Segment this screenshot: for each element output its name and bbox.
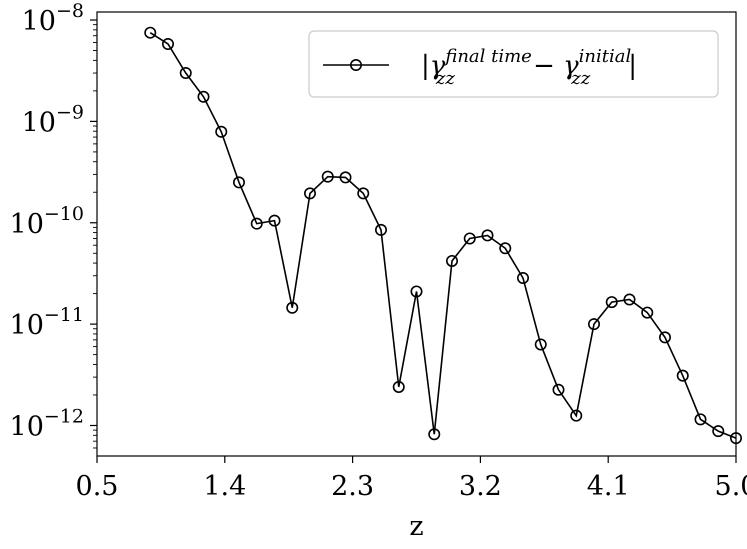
data-point — [445, 254, 458, 267]
data-point — [374, 223, 387, 236]
data-point — [162, 38, 175, 51]
data-point — [410, 285, 423, 298]
data-point — [712, 425, 725, 438]
data-point — [570, 409, 583, 422]
x-tick-label: 2.3 — [331, 471, 374, 502]
data-point — [286, 301, 299, 314]
legend-box — [308, 30, 719, 98]
y-tick-label: 10−9 — [22, 101, 84, 138]
legend: |γfinal time zz − γinitial zz | — [308, 30, 719, 98]
axes-layer: 0.5 1.4 2.3 3.2 4.1 5.0 10−8 10−9 10−10 10−11 10−1… — [10, 0, 747, 502]
data-point — [215, 125, 228, 138]
data-point — [268, 214, 281, 227]
data-point — [516, 272, 529, 285]
data-point — [623, 293, 636, 306]
data-point — [321, 170, 334, 183]
data-point — [694, 413, 707, 426]
data-point — [197, 90, 210, 103]
data-point — [144, 26, 157, 39]
data-point — [339, 171, 352, 184]
data-point — [499, 242, 512, 255]
data-point — [605, 296, 618, 309]
legend-label: |γfinal time zz − γinitial zz | — [421, 46, 637, 89]
x-tick-label: 1.4 — [203, 471, 246, 502]
data-point — [179, 67, 192, 80]
data-point — [641, 306, 654, 319]
data-point — [676, 369, 689, 382]
data-point — [303, 187, 316, 200]
y-tick-label: 10−12 — [10, 405, 84, 442]
x-tick-label: 0.5 — [76, 471, 119, 502]
data-point — [552, 383, 565, 396]
data-point — [357, 187, 370, 200]
y-tick-label: 10−8 — [22, 0, 84, 37]
data-point — [481, 229, 494, 242]
plot-frame — [96, 11, 737, 457]
data-point — [587, 318, 600, 331]
y-tick-label: 10−10 — [10, 203, 84, 240]
data-point — [428, 428, 441, 441]
data-point — [250, 217, 263, 230]
y-tick-label: 10−11 — [10, 304, 84, 341]
legend-marker — [349, 58, 362, 71]
data-point — [534, 338, 547, 351]
series-layer — [144, 26, 742, 445]
x-tick-label: 4.1 — [587, 471, 630, 502]
x-tick-label: 5.0 — [715, 471, 747, 502]
data-point — [392, 380, 405, 393]
x-axis-label: z — [409, 511, 423, 542]
series-line — [149, 32, 737, 439]
data-point — [463, 232, 476, 245]
data-point — [233, 176, 246, 189]
data-point — [658, 331, 671, 344]
x-tick-label: 3.2 — [459, 471, 502, 502]
